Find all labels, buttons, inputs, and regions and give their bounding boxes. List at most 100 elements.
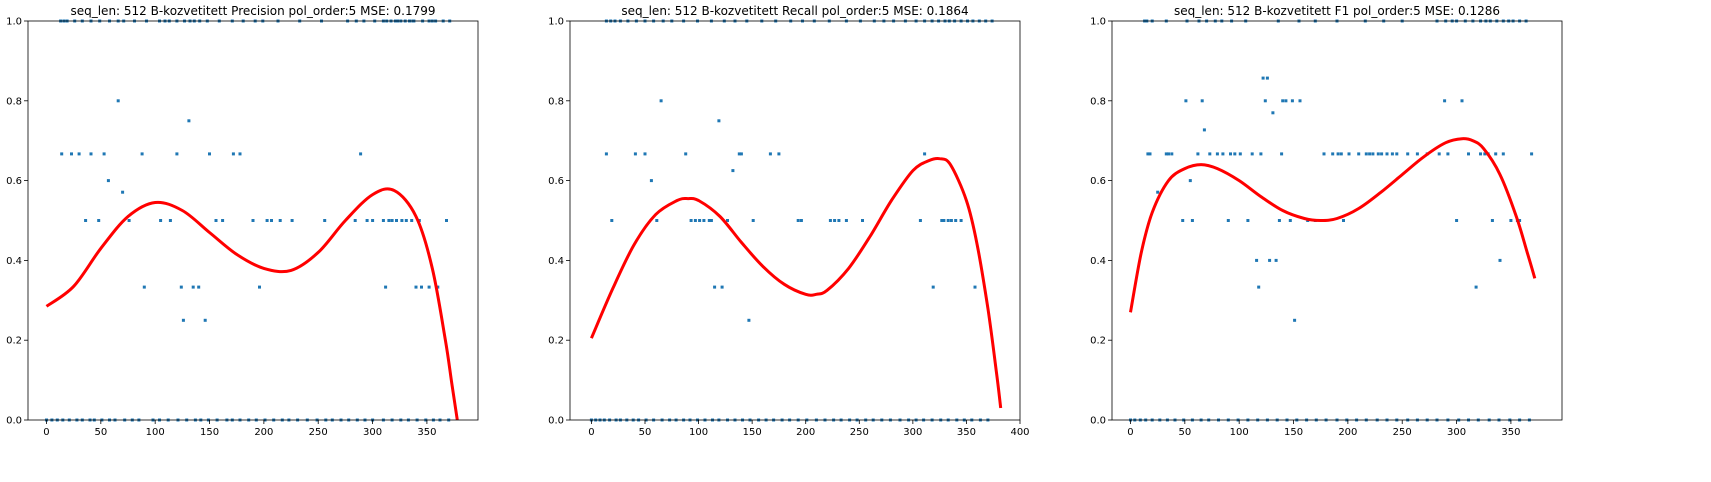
scatter-point [1271, 111, 1275, 115]
y-tick-label: 0.0 [6, 416, 22, 427]
fit-curve [45, 187, 459, 420]
axes-frame [1111, 20, 1563, 421]
scatter-point [140, 152, 144, 156]
scatter-point [1339, 152, 1343, 156]
scatter-point [371, 219, 375, 222]
y-tick-label: 0.6 [1090, 176, 1106, 187]
x-tick-label: 0 [43, 427, 49, 438]
axes-frame [27, 20, 479, 421]
scatter-point [709, 219, 713, 222]
scatter-point [684, 152, 688, 156]
scatter-point [1196, 152, 1200, 156]
scatter-point [1385, 152, 1389, 156]
scatter-point [353, 219, 357, 222]
scatter-point [1415, 152, 1419, 156]
scatter-point [731, 169, 735, 173]
scatter-point [214, 219, 218, 222]
y-tick-label: 0.4 [548, 256, 564, 267]
scatter-point [1336, 152, 1340, 156]
y-tick-label: 0.4 [1090, 256, 1106, 267]
scatter-point [445, 219, 448, 222]
scatter-point [1274, 258, 1278, 262]
y-tick-label: 0.2 [548, 336, 564, 347]
scatter-point [1238, 152, 1242, 156]
scatter-point [1215, 152, 1219, 156]
scatter-point [1460, 99, 1464, 103]
x-tick-label: 300 [1447, 427, 1466, 438]
scatter-point [359, 152, 363, 156]
fit-curve [1129, 137, 1537, 313]
scatter-point [395, 219, 398, 222]
scatter-point [717, 119, 721, 123]
scatter-point [1261, 76, 1265, 80]
scatter-point [1364, 152, 1368, 156]
scatter-point [1200, 99, 1204, 103]
scatter-point [737, 152, 741, 156]
y-tick-label: 0.8 [6, 96, 22, 107]
y-tick-label: 1.0 [6, 17, 22, 28]
scatter-point [89, 152, 93, 156]
chart-panel-2: seq_len: 512 B-kozvetitett Recall pol_or… [548, 4, 1029, 438]
scatter-point [270, 219, 273, 222]
y-tick-label: 1.0 [548, 17, 564, 28]
scatter-point [1380, 152, 1384, 156]
axes-frame [569, 20, 1021, 421]
scatter-point [127, 219, 131, 222]
scatter-point [436, 285, 440, 289]
scatter-point [1298, 99, 1302, 103]
chart-title: seq_len: 512 B-kozvetitett F1 pol_order:… [1174, 4, 1500, 18]
scatter-point [1190, 219, 1194, 222]
scatter-point [747, 318, 751, 322]
scatter-point [604, 152, 608, 156]
scatter-point [1483, 152, 1487, 156]
scatter-point [942, 219, 946, 222]
scatter-point [1357, 152, 1361, 156]
x-tick-label: 150 [200, 427, 219, 438]
scatter-point [265, 219, 269, 222]
scatter-point [187, 119, 191, 123]
scatter-point [1170, 152, 1174, 156]
scatter-point [959, 219, 963, 222]
x-tick-label: 400 [1010, 427, 1029, 438]
x-tick-label: 200 [796, 427, 815, 438]
scatter-point [323, 219, 327, 222]
scatter-point [833, 219, 837, 222]
x-tick-label: 50 [94, 427, 107, 438]
y-tick-label: 0.0 [548, 416, 564, 427]
x-tick-label: 50 [1178, 427, 1191, 438]
scatter-point [1284, 99, 1288, 103]
scatter-point [837, 219, 841, 222]
scatter-point [1148, 152, 1152, 156]
scatter-point [1494, 152, 1498, 156]
scatter-point [1455, 219, 1459, 222]
scatter-point [1184, 99, 1188, 103]
scatter-point [1265, 76, 1269, 80]
scatter-point [1280, 152, 1284, 156]
scatter-point [633, 152, 637, 156]
scatter-point [844, 219, 848, 222]
scatter-point [1290, 99, 1294, 103]
scatter-point [1479, 152, 1482, 156]
scatter-point [60, 152, 64, 156]
scatter-point [1395, 152, 1399, 156]
scatter-point [1443, 99, 1447, 103]
x-tick-label: 50 [639, 427, 652, 438]
x-tick-label: 250 [309, 427, 328, 438]
scatter-point [181, 318, 185, 322]
scatter-point [1437, 152, 1441, 156]
x-tick-label: 300 [903, 427, 922, 438]
scatter-point [923, 152, 927, 156]
scatter-point [410, 219, 414, 222]
scatter-point [159, 219, 163, 222]
x-tick-label: 100 [146, 427, 165, 438]
scatter-point [1263, 99, 1267, 103]
chart-title: seq_len: 512 B-kozvetitett Precision pol… [70, 4, 435, 18]
scatter-point [946, 219, 950, 222]
scatter-point [1181, 219, 1185, 222]
scatter-point [973, 285, 977, 289]
scatter-point [387, 219, 391, 222]
scatter-point [427, 285, 431, 289]
scatter-point [365, 219, 369, 222]
scatter-point [720, 285, 724, 289]
y-tick-label: 0.2 [6, 336, 22, 347]
